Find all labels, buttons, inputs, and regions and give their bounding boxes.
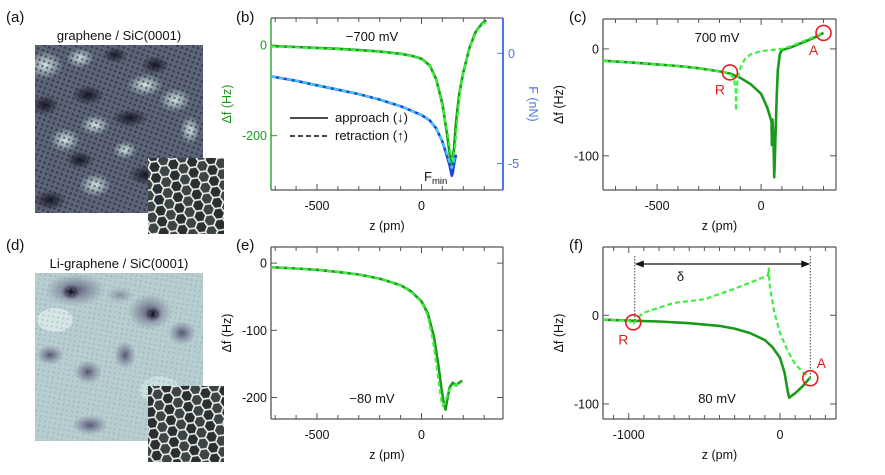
legend-label: retraction (↑) (335, 128, 408, 143)
delta-label: δ (677, 269, 684, 284)
x-tick-label: 0 (418, 428, 425, 442)
marker-label-r: R (715, 81, 725, 97)
series-line-retraction (602, 267, 812, 380)
y-tick-label: 0 (260, 39, 267, 53)
y-tick-label: 0 (592, 309, 599, 323)
panel-label-b: (b) (236, 9, 254, 26)
marker-circle-r (624, 314, 642, 331)
fmin-label: Fmin (424, 169, 447, 187)
x-axis-title: z (pm) (369, 219, 404, 233)
y2-tick-label: 0 (508, 47, 515, 61)
chart-f: (f) -1000 0 0 -100 z (pm) Δf (Hz) 80 mV δ R A (552, 237, 837, 462)
panel-d: (d) Li-graphene / SiC(0001) (6, 237, 224, 462)
series-line-retraction-f (270, 21, 488, 162)
series-line-approach-f (270, 75, 458, 177)
bias-annotation: −700 mV (346, 29, 399, 44)
panel-label-d: (d) (6, 237, 24, 254)
stm-image-graphene (35, 45, 203, 213)
marker-circle-a (815, 24, 832, 42)
y-axis-title: Δf (Hz) (552, 85, 566, 124)
y2-tick-label: -5 (508, 157, 519, 171)
marker-label-a: A (809, 42, 819, 58)
y-tick-label: -100 (574, 149, 599, 163)
bias-annotation: 700 mV (695, 30, 740, 45)
series-line-retraction (270, 266, 463, 407)
y-tick-label: 0 (592, 42, 599, 56)
y-tick-label: -200 (242, 129, 267, 143)
fmin-subscript: min (432, 176, 447, 187)
x-tick-label: 0 (758, 199, 765, 213)
bias-annotation: −80 mV (349, 391, 394, 406)
chart-b: (b) -500 0 0 -200 0 -5 F (nN) z (pm) Δf (Hz) −700 … (220, 9, 540, 233)
series-line-retraction-f (270, 75, 456, 169)
marker-label-r: R (618, 331, 628, 347)
legend-label: approach (↓) (335, 110, 408, 125)
panel-label-e: (e) (236, 237, 254, 254)
x-tick-label: 0 (418, 199, 425, 213)
x-tick-label: -500 (304, 428, 329, 442)
chart-c: (c) -500 0 0 -100 z (pm) Δf (Hz) 700 mV R A (552, 9, 837, 233)
x-axis-title: z (pm) (702, 448, 737, 462)
x-axis-title: z (pm) (369, 448, 404, 462)
image-title-d: Li-graphene / SiC(0001) (50, 256, 189, 271)
y-tick-label: 0 (260, 257, 267, 271)
fmin-main: F (424, 169, 432, 184)
y-tick-label: -200 (242, 391, 267, 405)
marker-label-a: A (817, 355, 827, 371)
panel-label-a: (a) (6, 9, 24, 26)
image-title-a: graphene / SiC(0001) (57, 28, 181, 43)
y-axis-title: Δf (Hz) (552, 314, 566, 353)
series-line-approach (602, 31, 825, 179)
y-axis-title: Δf (Hz) (220, 85, 234, 124)
x-tick-label: -1000 (613, 428, 645, 442)
bias-annotation: 80 mV (698, 391, 736, 406)
series-line-approach (602, 318, 812, 400)
y-tick-label: -100 (574, 397, 599, 411)
panel-label-c: (c) (569, 9, 587, 26)
x-tick-label: 0 (777, 428, 784, 442)
marker-circle-r (721, 64, 739, 81)
y-axis-title: Δf (Hz) (220, 314, 234, 353)
x-tick-label: -500 (304, 199, 329, 213)
delta-arrowhead-right (801, 260, 811, 268)
delta-arrowhead-left (634, 260, 644, 268)
y-tick-label: -100 (242, 324, 267, 338)
chart-e: (e) -500 0 0 -100 -200 z (pm) Δf (Hz) −80 mV (220, 237, 504, 462)
y2-axis-title: F (nN) (526, 86, 540, 121)
x-tick-label: -500 (645, 199, 670, 213)
series-line-retraction (602, 31, 824, 113)
inset-honeycomb-a (148, 158, 224, 234)
marker-circle-a (801, 369, 819, 387)
panel-a: (a) graphene / SiC(0001) (6, 9, 224, 234)
inset-honeycomb-d (148, 386, 224, 462)
x-axis-title: z (pm) (702, 219, 737, 233)
panel-label-f: (f) (569, 237, 583, 254)
